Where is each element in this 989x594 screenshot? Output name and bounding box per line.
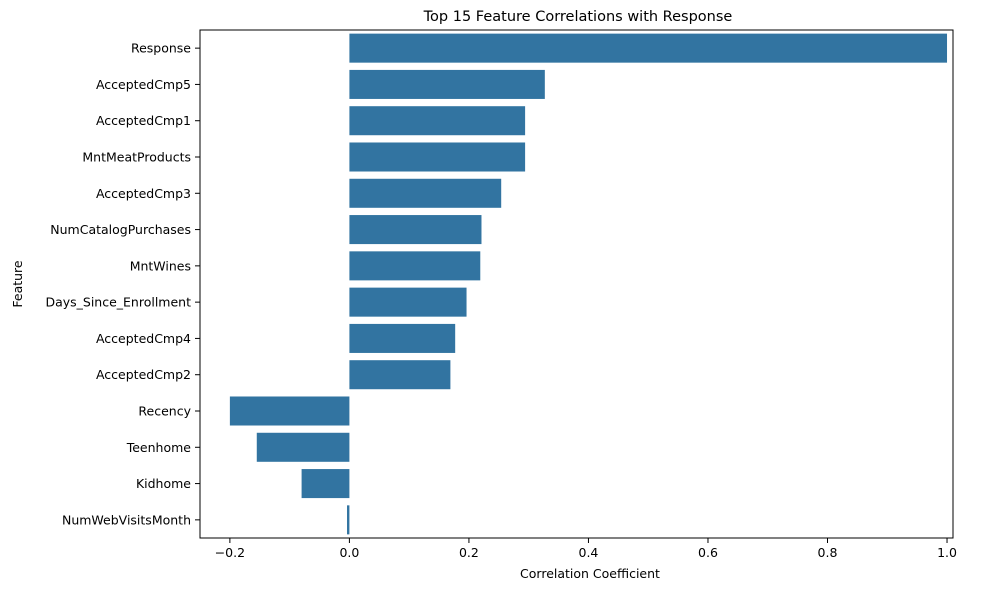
bar — [349, 69, 545, 99]
bar — [256, 432, 350, 462]
x-tick-label: 0.0 — [339, 545, 359, 560]
y-tick-label: Kidhome — [136, 476, 191, 491]
y-axis-ticks: Response AcceptedCmp5 AcceptedCmp1 MntMeatP… — [45, 41, 200, 527]
y-tick-label: AcceptedCmp1 — [96, 113, 191, 128]
x-axis-label: Correlation Coefficient — [520, 566, 660, 581]
bar — [349, 33, 948, 63]
bar — [349, 287, 467, 317]
y-tick-label: Days_Since_Enrollment — [45, 295, 191, 310]
bar — [347, 505, 350, 535]
y-tick-label: NumCatalogPurchases — [50, 222, 191, 237]
y-tick-label: MntMeatProducts — [82, 150, 191, 165]
bar — [349, 251, 481, 281]
x-tick-label: 0.8 — [818, 545, 838, 560]
x-tick-label: 0.4 — [579, 545, 599, 560]
x-tick-label: 0.2 — [459, 545, 479, 560]
y-tick-label: Teenhome — [126, 440, 192, 455]
y-tick-label: AcceptedCmp2 — [96, 367, 191, 382]
x-tick-label: −0.2 — [215, 545, 245, 560]
y-tick-label: NumWebVisitsMonth — [62, 512, 191, 527]
y-axis-label: Feature — [10, 260, 25, 308]
x-axis-ticks: −0.2 0.0 0.2 0.4 0.6 0.8 1.0 — [215, 538, 957, 560]
bar — [229, 396, 350, 426]
y-tick-label: MntWines — [130, 258, 191, 273]
x-tick-label: 0.6 — [698, 545, 718, 560]
x-tick-label: 1.0 — [937, 545, 957, 560]
bar — [349, 323, 456, 353]
bars-layer — [229, 33, 948, 535]
bar — [349, 360, 451, 390]
bar — [349, 215, 482, 245]
y-tick-label: Recency — [138, 404, 191, 419]
bar — [349, 178, 502, 208]
y-tick-label: AcceptedCmp3 — [96, 186, 191, 201]
y-tick-label: AcceptedCmp4 — [96, 331, 191, 346]
bar — [349, 142, 526, 172]
bar — [349, 106, 526, 136]
plot-area-frame — [199, 29, 954, 539]
y-tick-label: Response — [131, 41, 191, 56]
bar — [301, 469, 350, 499]
chart-title: Top 15 Feature Correlations with Respons… — [423, 9, 733, 25]
y-tick-label: AcceptedCmp5 — [96, 77, 191, 92]
